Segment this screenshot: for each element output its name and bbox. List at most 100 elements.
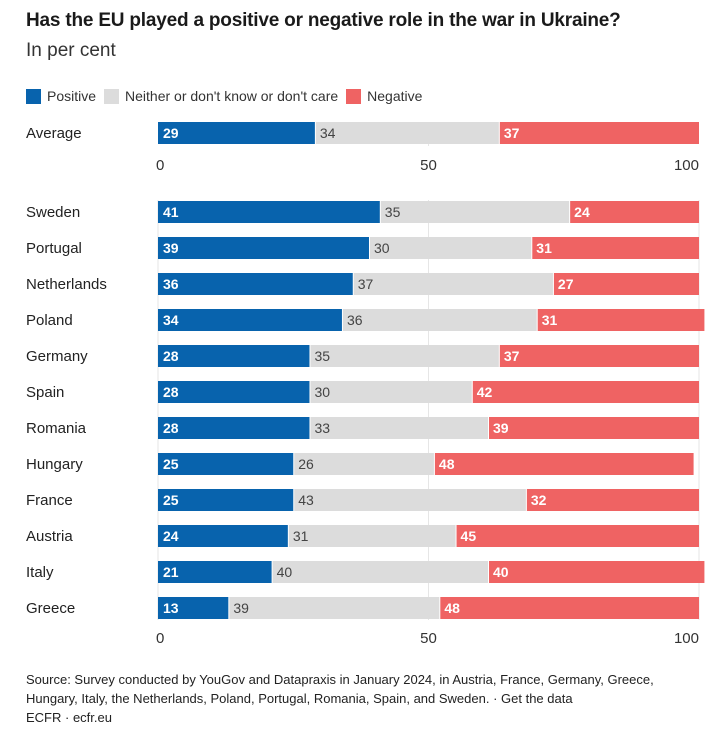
legend-swatch-neither <box>104 88 120 104</box>
bar-negative-sweden <box>570 201 699 223</box>
data-label-positive-sweden: 41 <box>163 204 179 220</box>
data-label-negative-germany: 37 <box>504 348 520 364</box>
bar-positive-romania <box>158 417 310 439</box>
chart-title: Has the EU played a positive or negative… <box>26 10 621 31</box>
category-label-italy: Italy <box>26 564 54 581</box>
legend: Positive Neither or don't know or don't … <box>26 88 430 104</box>
bar-negative-romania <box>489 417 699 439</box>
data-label-neither-romania: 33 <box>314 420 330 436</box>
category-label-hungary: Hungary <box>26 456 83 473</box>
data-label-neither-greece: 39 <box>233 600 249 616</box>
bar-negative-poland <box>537 309 705 331</box>
data-label-negative-greece: 48 <box>444 600 460 616</box>
bar-neither-austria <box>288 525 456 547</box>
credit: ECFR · ecfr.eu <box>26 710 112 725</box>
bar-negative-spain <box>472 381 699 403</box>
bar-positive-average <box>158 122 315 144</box>
x-tick-bottom-0: 0 <box>156 630 164 647</box>
bar-neither-sweden <box>380 201 570 223</box>
legend-label-neither: Neither or don't know or don't care <box>125 88 339 104</box>
category-label-france: France <box>26 492 73 509</box>
data-label-negative-sweden: 24 <box>574 204 590 220</box>
legend-label-negative: Negative <box>367 88 423 104</box>
data-label-positive-austria: 24 <box>163 528 179 544</box>
category-label-romania: Romania <box>26 420 87 437</box>
data-label-negative-austria: 45 <box>461 528 477 544</box>
data-label-positive-portugal: 39 <box>163 240 179 256</box>
bar-negative-hungary <box>434 453 694 475</box>
bar-neither-germany <box>310 345 499 367</box>
data-label-negative-netherlands: 27 <box>558 276 574 292</box>
bar-positive-austria <box>158 525 288 547</box>
bar-negative-average <box>499 122 699 144</box>
data-label-positive-greece: 13 <box>163 600 179 616</box>
data-label-neither-spain: 30 <box>314 384 330 400</box>
bar-neither-france <box>294 489 526 511</box>
category-label-spain: Spain <box>26 384 64 401</box>
bar-positive-spain <box>158 381 310 403</box>
category-label-poland: Poland <box>26 312 73 329</box>
legend-item-negative: Negative <box>346 88 422 104</box>
bar-positive-italy <box>158 561 272 583</box>
data-label-neither-portugal: 30 <box>374 240 390 256</box>
bar-negative-austria <box>456 525 699 547</box>
category-label-sweden: Sweden <box>26 204 80 221</box>
legend-swatch-negative <box>346 88 362 104</box>
bar-neither-portugal <box>369 237 532 259</box>
data-label-neither-sweden: 35 <box>385 204 401 220</box>
data-label-neither-netherlands: 37 <box>358 276 374 292</box>
bar-neither-hungary <box>294 453 434 475</box>
category-label-netherlands: Netherlands <box>26 276 107 293</box>
data-label-neither-france: 43 <box>298 492 314 508</box>
x-tick-top-100: 100 <box>674 157 699 174</box>
data-label-negative-spain: 42 <box>477 384 493 400</box>
data-label-neither-poland: 36 <box>347 312 363 328</box>
data-label-positive-italy: 21 <box>163 564 179 580</box>
bar-positive-poland <box>158 309 342 331</box>
data-label-positive-romania: 28 <box>163 420 179 436</box>
data-label-negative-hungary: 48 <box>439 456 455 472</box>
data-label-neither-austria: 31 <box>293 528 309 544</box>
data-label-negative-average: 37 <box>504 125 520 141</box>
data-label-positive-average: 29 <box>163 125 179 141</box>
data-label-negative-portugal: 31 <box>536 240 552 256</box>
bar-negative-portugal <box>532 237 699 259</box>
bar-negative-france <box>526 489 699 511</box>
legend-item-neither: Neither or don't know or don't care <box>104 88 338 104</box>
data-label-neither-germany: 35 <box>314 348 330 364</box>
bar-positive-portugal <box>158 237 369 259</box>
bar-neither-greece <box>229 597 440 619</box>
category-label-austria: Austria <box>26 528 73 545</box>
source-text: Source: Survey conducted by YouGov and D… <box>26 672 654 706</box>
data-label-positive-poland: 34 <box>163 312 179 328</box>
data-label-negative-romania: 39 <box>493 420 509 436</box>
x-tick-top-0: 0 <box>156 157 164 174</box>
data-label-positive-netherlands: 36 <box>163 276 179 292</box>
bar-neither-poland <box>342 309 537 331</box>
bar-neither-romania <box>310 417 489 439</box>
x-tick-bottom-100: 100 <box>674 630 699 647</box>
bar-negative-greece <box>440 597 699 619</box>
bar-negative-italy <box>489 561 705 583</box>
legend-swatch-positive <box>26 88 41 104</box>
get-the-data-link[interactable]: Get the data <box>501 691 573 706</box>
data-label-positive-france: 25 <box>163 492 179 508</box>
bar-neither-italy <box>272 561 489 583</box>
bar-positive-netherlands <box>158 273 353 295</box>
bar-positive-hungary <box>158 453 294 475</box>
bar-negative-germany <box>499 345 699 367</box>
data-label-neither-average: 34 <box>320 125 336 141</box>
data-label-negative-italy: 40 <box>493 564 509 580</box>
bar-neither-average <box>315 122 499 144</box>
source-note: Source: Survey conducted by YouGov and D… <box>26 670 706 727</box>
bar-positive-greece <box>158 597 229 619</box>
data-label-negative-poland: 31 <box>542 312 558 328</box>
legend-item-positive: Positive <box>26 88 96 104</box>
category-label-greece: Greece <box>26 600 75 617</box>
category-label-germany: Germany <box>26 348 88 365</box>
data-label-neither-hungary: 26 <box>298 456 314 472</box>
x-tick-top-50: 50 <box>420 157 437 174</box>
category-label-portugal: Portugal <box>26 240 82 257</box>
bar-positive-germany <box>158 345 310 367</box>
